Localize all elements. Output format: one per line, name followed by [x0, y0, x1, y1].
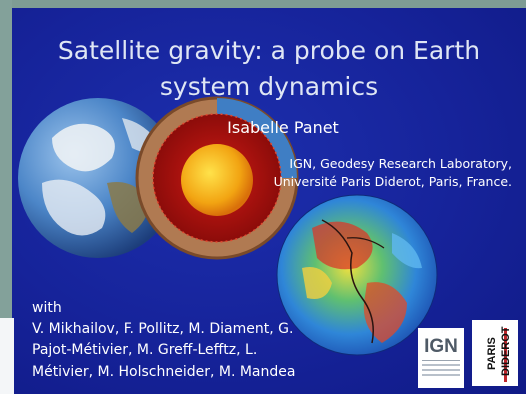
- background-band: [0, 0, 12, 320]
- slide-title-line-1: Satellite gravity: a probe on Earth: [57, 36, 481, 65]
- gravity-geoid-globe-image: [276, 194, 438, 356]
- coauthors-line-1: V. Mikhailov, F. Pollitz, M. Diament, G.: [32, 321, 294, 337]
- ign-logo-caption: [422, 360, 460, 381]
- bottom-left-edge: [0, 318, 14, 394]
- ign-logo-text: IGN: [424, 336, 458, 357]
- slide: Satellite gravity: a probe on Earth syst…: [12, 8, 526, 394]
- paris-logo-bottom-text: DIDEROT: [500, 326, 512, 377]
- paris-logo-bar: [504, 328, 507, 382]
- affiliation-line-1: IGN, Geodesy Research Laboratory,: [289, 156, 512, 171]
- author-name: Isabelle Panet: [227, 118, 339, 137]
- slide-graphics: [18, 96, 438, 356]
- paris-logo-top-text: PARIS: [486, 337, 498, 370]
- affiliation-line-2: Université Paris Diderot, Paris, France.: [273, 174, 512, 189]
- ign-logo: IGN: [418, 328, 464, 388]
- earth-globe-image: [18, 98, 178, 258]
- earth-cutaway-image: [135, 96, 299, 260]
- coauthors-line-2: Pajot-Métivier, M. Greff-Lefftz, L.: [32, 342, 258, 358]
- slide-title-line-2: system dynamics: [159, 72, 379, 101]
- coauthors-intro: with: [32, 300, 62, 316]
- paris-diderot-logo: PARIS DIDEROT: [472, 320, 518, 386]
- coauthors-line-3: Métivier, M. Holschneider, M. Mandea: [32, 364, 296, 380]
